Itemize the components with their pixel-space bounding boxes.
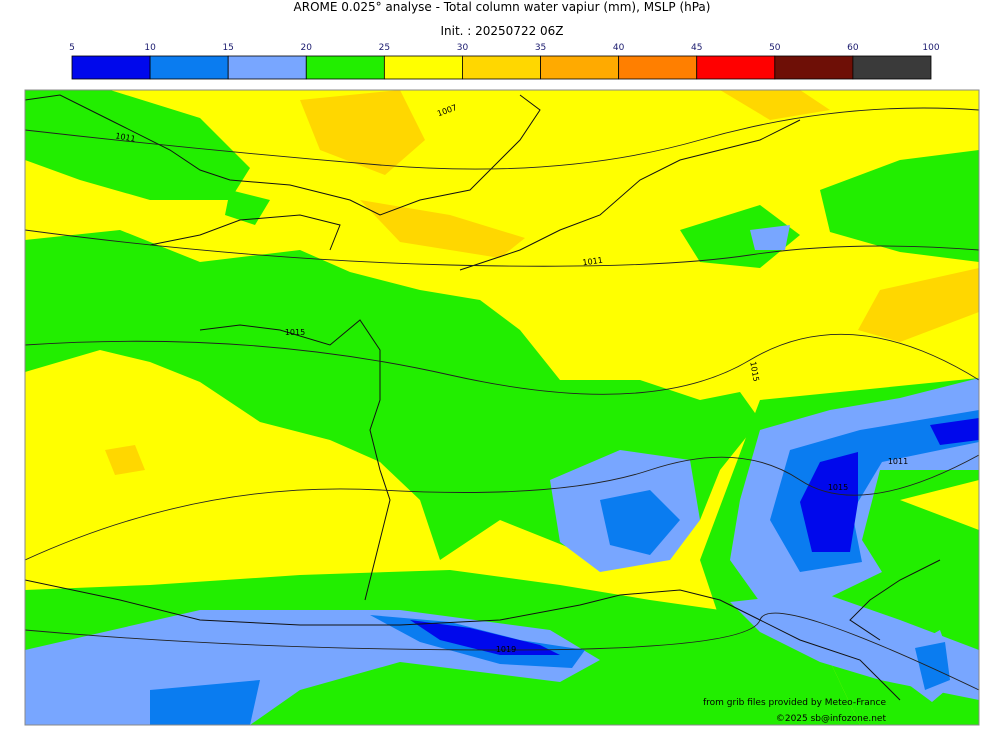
- colorbar-bin: [227, 55, 307, 80]
- colorbar-bin: [852, 55, 932, 80]
- colorbar-bin: [305, 55, 385, 80]
- colorbar-tick-label: 5: [69, 43, 75, 53]
- colorbar-bin: [462, 55, 541, 80]
- colorbar-tick-label: 100: [922, 43, 939, 53]
- title: AROME 0.025° analyse - Total column wate…: [294, 0, 711, 14]
- tcwv-5-10: [410, 418, 979, 655]
- isobar-label: 1011: [115, 131, 137, 143]
- colorbar-tick-label: 45: [691, 43, 702, 53]
- colorbar-tick-label: 50: [769, 43, 781, 53]
- colorbar-bin: [696, 55, 776, 80]
- coastlines: [25, 94, 941, 701]
- map-frame: [24, 89, 980, 726]
- isobar-labels: 1007 1011 1011 1015 1015 1015 1011 1019: [115, 103, 909, 654]
- colorbar-bin: [540, 55, 620, 80]
- colorbar-bin: [618, 55, 698, 80]
- colorbar-tick-label: 30: [457, 43, 469, 53]
- isobar-label: 1015: [748, 361, 760, 383]
- colorbar-tick-label: 10: [144, 43, 156, 53]
- colorbar-tick-label: 60: [847, 43, 859, 53]
- isobars: [25, 107, 979, 691]
- isobar-label: 1015: [828, 483, 848, 492]
- colorbar-tick-label: 40: [613, 43, 625, 53]
- colorbar: 5 10 15 20 25 30 35 40 45 50 60 100: [69, 43, 940, 80]
- colorbar-bin: [71, 55, 151, 80]
- colorbar-bin: [774, 55, 854, 80]
- colorbar-tick-label: 20: [301, 43, 313, 53]
- colorbar-bin: [383, 55, 463, 80]
- isobar-label: 1019: [496, 645, 516, 654]
- isobar-label: 1011: [582, 256, 603, 268]
- isobar-label: 1011: [888, 457, 908, 466]
- isobar-label: 1015: [285, 328, 305, 337]
- colorbar-bin: [149, 55, 229, 80]
- credit-source: from grib files provided by Meteo-France: [703, 698, 886, 708]
- colorbar-tick-label: 15: [222, 43, 233, 53]
- credit-copyright: ©2025 sb@infozone.net: [776, 714, 887, 724]
- tcwv-30-35: [105, 90, 979, 475]
- colorbar-tick-label: 25: [379, 43, 390, 53]
- subtitle: Init. : 20250722 06Z: [440, 24, 563, 38]
- map: 1007 1011 1011 1015 1015 1015 1011 1019 …: [24, 89, 980, 726]
- colorbar-tick-label: 35: [535, 43, 546, 53]
